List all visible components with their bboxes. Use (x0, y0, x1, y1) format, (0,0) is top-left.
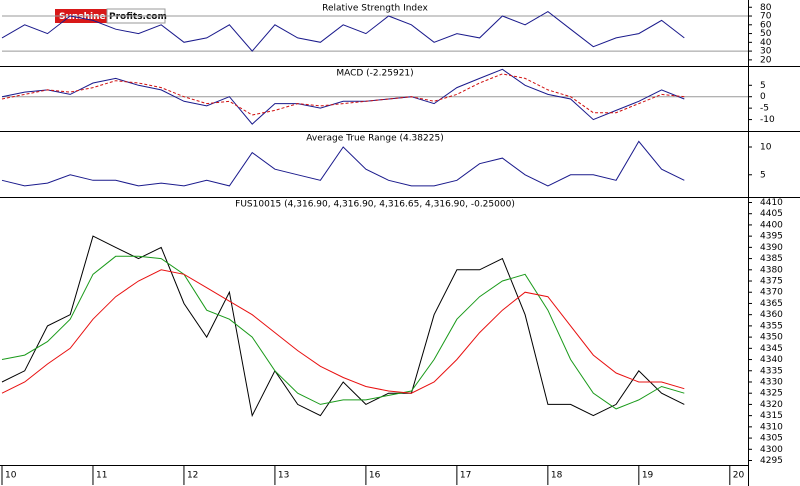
y-tick-label: 20 (760, 55, 772, 65)
y-tick-label: 4300 (760, 445, 783, 455)
panel-title: Average True Range (4.38225) (306, 134, 443, 144)
y-tick-label: 4350 (760, 333, 783, 343)
y-tick-label: 70 (760, 12, 772, 22)
x-tick-label: 12 (187, 471, 198, 481)
panel-title: MACD (-2.25921) (336, 69, 413, 79)
y-tick-label: 60 (760, 20, 772, 30)
y-tick-label: 4340 (760, 355, 783, 365)
panel-title: Relative Strength Index (322, 4, 428, 14)
y-tick-label: -5 (760, 104, 769, 114)
y-tick-label: 4335 (760, 366, 783, 376)
series-line (1, 73, 685, 116)
series-line (1, 140, 685, 187)
y-tick-label: 4395 (760, 232, 783, 242)
logo-brand: Sunshine (59, 12, 106, 22)
panel-title: FUS10015 (4,316.90, 4,316.90, 4,316.65, … (235, 200, 515, 210)
y-tick-label: 4390 (760, 243, 783, 253)
y-tick-label: 4405 (760, 209, 783, 219)
y-tick-label: 4305 (760, 434, 783, 444)
x-tick-label: 18 (551, 471, 563, 481)
y-tick-label: 0 (760, 92, 766, 102)
y-tick-label: 4380 (760, 265, 783, 275)
series-line (1, 68, 685, 125)
y-tick-label: 4325 (760, 389, 783, 399)
y-tick-label: 10 (760, 143, 772, 153)
x-tick-label: 19 (642, 471, 654, 481)
y-tick-label: 4375 (760, 277, 783, 287)
x-tick-label: 13 (278, 471, 289, 481)
y-tick-label: 4330 (760, 377, 783, 387)
y-tick-label: 5 (760, 81, 766, 91)
x-tick-label: 17 (460, 471, 471, 481)
y-tick-label: 30 (760, 47, 772, 57)
y-tick-label: 4320 (760, 400, 783, 410)
x-tick-label: 11 (96, 471, 107, 481)
y-tick-label: 4410 (760, 198, 783, 208)
series-line (1, 255, 685, 410)
logo-domain: Profits.com (109, 12, 167, 22)
y-tick-label: 4355 (760, 321, 783, 331)
x-tick-label: 20 (733, 471, 745, 481)
y-tick-label: -10 (760, 115, 775, 125)
y-tick-label: 5 (760, 170, 766, 180)
series-line (1, 10, 685, 52)
y-tick-label: 4295 (760, 456, 783, 466)
series-line (1, 269, 685, 394)
y-tick-label: 4370 (760, 288, 783, 298)
y-tick-label: 4400 (760, 220, 783, 230)
y-tick-label: 4365 (760, 299, 783, 309)
series-line (1, 235, 685, 418)
y-tick-label: 4385 (760, 254, 783, 264)
y-tick-label: 50 (760, 29, 772, 39)
x-tick-label: 10 (5, 471, 17, 481)
y-tick-label: 4315 (760, 411, 783, 421)
y-tick-label: 80 (760, 3, 772, 13)
y-tick-label: 4360 (760, 310, 783, 320)
y-tick-label: 4310 (760, 422, 783, 432)
y-tick-label: 40 (760, 38, 772, 48)
y-tick-label: 4345 (760, 344, 783, 354)
x-tick-label: 16 (369, 471, 381, 481)
